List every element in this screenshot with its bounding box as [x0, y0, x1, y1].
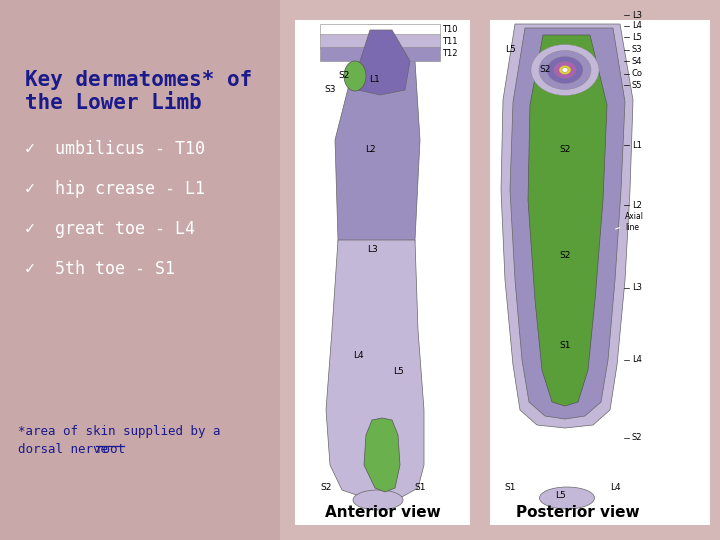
- Text: ✓  umbilicus - T10: ✓ umbilicus - T10: [25, 140, 205, 158]
- Text: L4: L4: [610, 483, 621, 492]
- Text: L4: L4: [632, 355, 642, 364]
- Polygon shape: [320, 47, 440, 61]
- Ellipse shape: [554, 62, 576, 78]
- Text: S2: S2: [320, 483, 332, 492]
- Text: L5: L5: [632, 32, 642, 42]
- Text: S2: S2: [559, 251, 571, 260]
- Polygon shape: [364, 418, 400, 492]
- Text: S4: S4: [632, 57, 642, 65]
- FancyBboxPatch shape: [490, 20, 710, 525]
- Text: Key dermatomes* of: Key dermatomes* of: [25, 70, 252, 90]
- Text: *area of skin supplied by a: *area of skin supplied by a: [18, 425, 220, 438]
- Polygon shape: [528, 35, 607, 406]
- Text: the Lower Limb: the Lower Limb: [25, 93, 202, 113]
- Text: S5: S5: [632, 80, 642, 90]
- Text: S1: S1: [504, 483, 516, 492]
- Text: L3: L3: [368, 246, 379, 254]
- Text: root: root: [96, 443, 126, 456]
- Text: dorsal nerve: dorsal nerve: [18, 443, 115, 456]
- Ellipse shape: [562, 68, 568, 72]
- Text: ✓  great toe - L4: ✓ great toe - L4: [25, 220, 195, 238]
- Text: L4: L4: [353, 350, 364, 360]
- Text: S1: S1: [559, 341, 571, 349]
- FancyBboxPatch shape: [295, 20, 470, 525]
- Text: Posterior view: Posterior view: [516, 505, 640, 520]
- Polygon shape: [335, 25, 420, 388]
- Text: S3: S3: [632, 45, 643, 55]
- Text: L1: L1: [369, 76, 380, 84]
- Text: T11: T11: [442, 37, 457, 45]
- Text: T12: T12: [442, 50, 457, 58]
- FancyBboxPatch shape: [0, 0, 280, 540]
- Text: L5: L5: [505, 45, 516, 55]
- Text: L2: L2: [365, 145, 375, 154]
- Text: ✓  hip crease - L1: ✓ hip crease - L1: [25, 180, 205, 198]
- Text: S2: S2: [338, 71, 350, 80]
- Ellipse shape: [531, 44, 599, 96]
- Polygon shape: [510, 28, 625, 419]
- Text: L5: L5: [554, 490, 565, 500]
- Ellipse shape: [539, 51, 591, 90]
- Text: Anterior view: Anterior view: [325, 505, 441, 520]
- Polygon shape: [358, 30, 410, 95]
- Text: S2: S2: [632, 434, 642, 442]
- Text: T10: T10: [442, 25, 457, 34]
- Text: S1: S1: [414, 483, 426, 492]
- Text: L1: L1: [632, 140, 642, 150]
- Text: L4: L4: [632, 22, 642, 30]
- Text: S2: S2: [559, 145, 571, 154]
- Text: Co: Co: [632, 70, 643, 78]
- Ellipse shape: [344, 61, 366, 91]
- Ellipse shape: [539, 487, 595, 509]
- Text: S2: S2: [539, 65, 551, 75]
- Polygon shape: [501, 24, 633, 428]
- Polygon shape: [320, 34, 440, 48]
- Text: L3: L3: [632, 284, 642, 293]
- Text: L3: L3: [632, 10, 642, 19]
- Text: L2: L2: [632, 200, 642, 210]
- Ellipse shape: [559, 65, 571, 75]
- Text: S3: S3: [324, 85, 336, 94]
- Polygon shape: [320, 24, 440, 35]
- Ellipse shape: [353, 490, 403, 510]
- Ellipse shape: [547, 57, 583, 84]
- Text: L5: L5: [392, 368, 403, 376]
- Text: ✓  5th toe - S1: ✓ 5th toe - S1: [25, 260, 175, 278]
- Polygon shape: [326, 240, 424, 500]
- Text: Axial
line: Axial line: [616, 212, 644, 232]
